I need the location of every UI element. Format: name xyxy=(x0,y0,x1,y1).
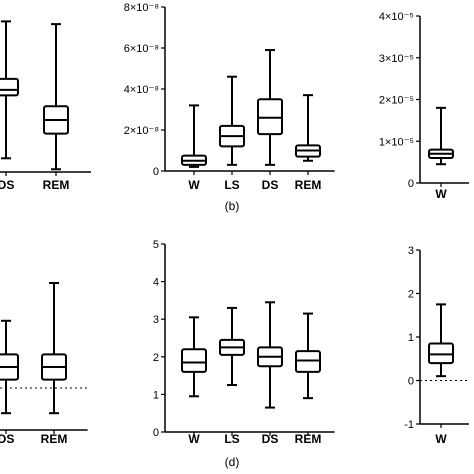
iqr-box xyxy=(181,348,207,373)
category-label: DS xyxy=(262,178,279,192)
y-tick-label: 8×10⁻⁸ xyxy=(124,2,159,14)
panel-4: DS REM xyxy=(0,282,88,446)
box-w xyxy=(181,316,207,398)
y-tick-label: 0 xyxy=(408,376,414,388)
box-ls xyxy=(219,306,245,386)
panel-label: (d) xyxy=(225,455,240,469)
y-tick-label: 3 xyxy=(408,245,414,257)
category-label: W xyxy=(188,178,200,192)
box-ds xyxy=(257,301,283,409)
y-tick-label: 4×10⁻⁵ xyxy=(379,11,414,23)
y-tick-label: 3 xyxy=(153,314,159,326)
panel-3: 0 1×10⁻⁵ 2×10⁻⁵ 3×10⁻⁵ 4×10⁻⁵ W xyxy=(379,11,469,201)
box-ds xyxy=(0,20,19,160)
y-tick-label: 2 xyxy=(153,352,159,364)
panel-label: (b) xyxy=(225,199,240,213)
box-ds xyxy=(257,49,283,166)
iqr-box xyxy=(257,98,283,136)
y-tick-label: 0 xyxy=(408,178,414,190)
box-w xyxy=(428,303,454,378)
category-label: REM xyxy=(295,432,322,446)
y-tick-label: 5 xyxy=(153,239,159,251)
y-tick-label: 1×10⁻⁵ xyxy=(379,136,414,148)
box-ds xyxy=(0,319,19,415)
box-ls xyxy=(219,75,245,166)
panel-2: 0 2×10⁻⁸ 4×10⁻⁸ 6×10⁻⁸ 8×10⁻⁸ W LS DS REM (b) xyxy=(124,2,335,213)
y-tick-label: 1 xyxy=(153,389,159,401)
y-tick-label: 2×10⁻⁵ xyxy=(379,95,414,107)
y-tick-label: 2×10⁻⁸ xyxy=(124,125,159,137)
category-label: DS xyxy=(0,432,14,446)
y-tick-label: 1 xyxy=(408,332,414,344)
box-w xyxy=(428,106,454,166)
y-tick-label: 4×10⁻⁸ xyxy=(124,84,159,96)
box-w xyxy=(181,104,207,168)
box-rem xyxy=(295,312,321,400)
y-tick-label: 6×10⁻⁸ xyxy=(124,43,159,55)
category-label: REM xyxy=(41,432,68,446)
category-label: LS xyxy=(224,178,239,192)
category-label: LS xyxy=(224,432,239,446)
category-label: DS xyxy=(262,432,279,446)
category-label: DS xyxy=(0,178,14,192)
category-label: W xyxy=(435,187,447,201)
iqr-box xyxy=(0,77,19,97)
box-rem xyxy=(41,282,67,415)
y-tick-label: 0 xyxy=(153,166,159,178)
panel-5: 0 1 2 3 4 5 W LS DS REM (d) xyxy=(153,239,335,469)
box-rem xyxy=(43,23,69,171)
y-tick-label: 4 xyxy=(153,277,159,289)
iqr-box xyxy=(428,342,454,365)
panel-1: DS REM xyxy=(0,20,91,192)
panel-6: -1 0 1 2 3 W xyxy=(404,245,469,446)
box-rem xyxy=(295,94,321,162)
y-tick-label: -1 xyxy=(404,419,414,431)
category-label: REM xyxy=(295,178,322,192)
category-label: W xyxy=(435,432,447,446)
category-label: W xyxy=(188,432,200,446)
y-tick-label: 0 xyxy=(153,427,159,439)
y-tick-label: 2 xyxy=(408,289,414,301)
y-tick-label: 3×10⁻⁵ xyxy=(379,53,414,65)
category-label: REM xyxy=(43,178,70,192)
